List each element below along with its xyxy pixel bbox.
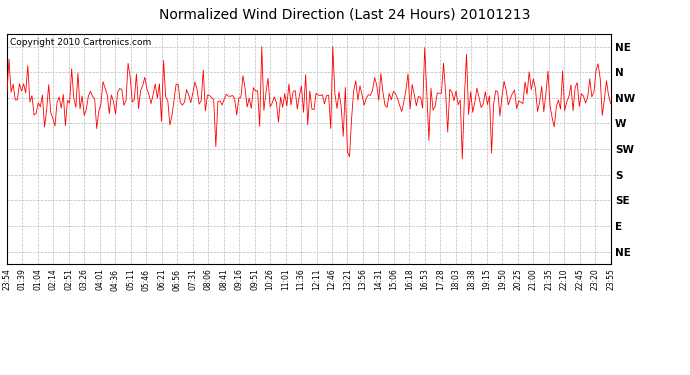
Text: Copyright 2010 Cartronics.com: Copyright 2010 Cartronics.com [10, 38, 151, 47]
Text: Normalized Wind Direction (Last 24 Hours) 20101213: Normalized Wind Direction (Last 24 Hours… [159, 8, 531, 21]
